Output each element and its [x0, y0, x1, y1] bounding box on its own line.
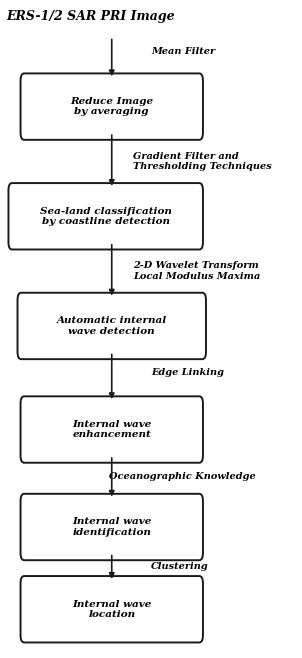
- Text: Internal wave
location: Internal wave location: [72, 599, 151, 619]
- Text: Sea-land classification
by coastline detection: Sea-land classification by coastline det…: [40, 207, 172, 226]
- FancyBboxPatch shape: [21, 396, 203, 463]
- FancyBboxPatch shape: [21, 576, 203, 642]
- Text: Internal wave
enhancement: Internal wave enhancement: [72, 420, 151, 440]
- FancyBboxPatch shape: [21, 74, 203, 140]
- FancyBboxPatch shape: [18, 293, 206, 359]
- Text: 2-D Wavelet Transform
Local Modulus Maxima: 2-D Wavelet Transform Local Modulus Maxi…: [133, 261, 260, 281]
- Text: ERS-1/2 SAR PRI Image: ERS-1/2 SAR PRI Image: [6, 10, 175, 23]
- Text: Clustering: Clustering: [151, 562, 209, 571]
- Text: Internal wave
identification: Internal wave identification: [72, 517, 151, 537]
- FancyBboxPatch shape: [21, 494, 203, 560]
- Text: Edge Linking: Edge Linking: [151, 368, 224, 378]
- Text: Mean Filter: Mean Filter: [151, 47, 215, 57]
- FancyBboxPatch shape: [8, 183, 203, 249]
- Text: Gradient Filter and
Thresholding Techniques: Gradient Filter and Thresholding Techniq…: [133, 152, 271, 171]
- Text: Automatic internal
wave detection: Automatic internal wave detection: [56, 316, 167, 336]
- Text: Reduce Image
by averaging: Reduce Image by averaging: [70, 97, 153, 116]
- Text: Oceanographic Knowledge: Oceanographic Knowledge: [109, 472, 255, 481]
